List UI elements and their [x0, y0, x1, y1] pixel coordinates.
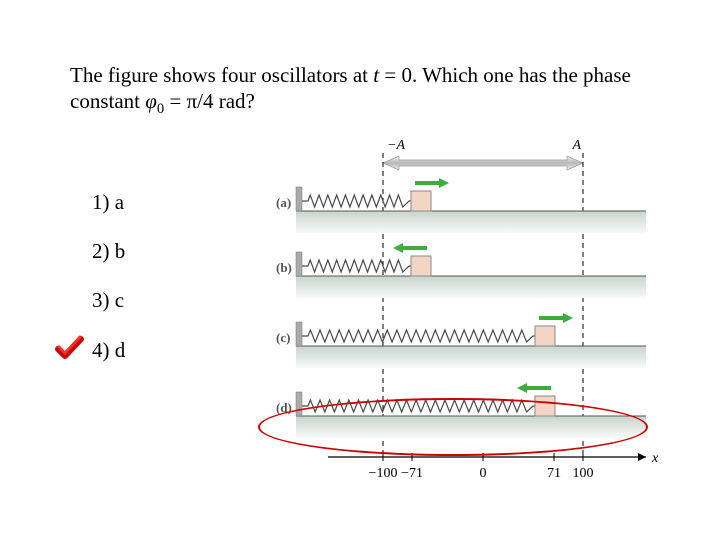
svg-text:(b): (b)	[276, 260, 292, 275]
svg-text:100: 100	[573, 466, 594, 481]
options-list: 1) a 2) b 3) c 4) d	[92, 190, 125, 387]
checkmark-icon	[55, 335, 85, 366]
option-1: 1) a	[92, 190, 125, 215]
svg-text:−A: −A	[387, 138, 405, 153]
question-text: The figure shows four oscillators at t =…	[70, 62, 660, 119]
option-4: 4) d	[92, 338, 125, 363]
svg-text:x: x	[651, 451, 659, 466]
option-2: 2) b	[92, 239, 125, 264]
svg-text:−100: −100	[369, 466, 398, 481]
answer-circle-annotation	[258, 398, 648, 456]
svg-text:A: A	[571, 138, 581, 153]
svg-text:(a): (a)	[276, 195, 291, 210]
question-prefix: The figure shows four oscillators at	[70, 63, 373, 87]
svg-text:(c): (c)	[276, 330, 290, 345]
question-rhs: = π/4 rad?	[164, 89, 255, 113]
option-3: 3) c	[92, 288, 125, 313]
svg-text:71: 71	[547, 466, 561, 481]
svg-text:−71: −71	[401, 466, 423, 481]
svg-text:0: 0	[480, 466, 487, 481]
question-phivar: φ	[145, 89, 157, 113]
